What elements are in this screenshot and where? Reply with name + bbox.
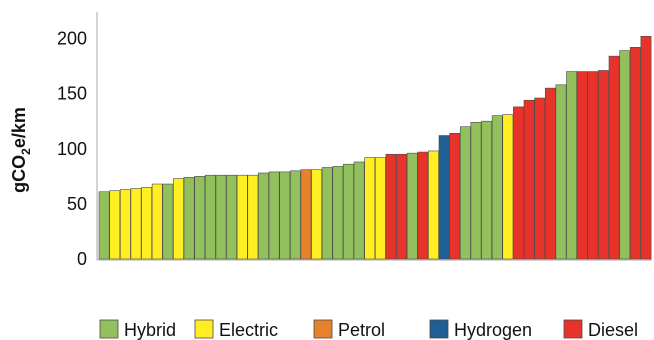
y-tick-label: 200 — [57, 29, 87, 49]
bar-hybrid — [321, 167, 333, 260]
bar-hybrid — [459, 126, 471, 260]
bar-electric — [151, 183, 163, 260]
bar-diesel — [587, 71, 599, 260]
y-axis-label-base: gCO — [9, 155, 29, 193]
bar-hybrid — [555, 84, 567, 260]
legend-label-hydrogen: Hydrogen — [454, 320, 532, 340]
bar-diesel — [629, 47, 641, 260]
legend-swatch-diesel — [563, 319, 583, 339]
bar-diesel — [417, 151, 429, 260]
bar-electric — [428, 150, 439, 260]
y-tick-label: 0 — [77, 249, 87, 269]
legend-swatch-electric — [194, 319, 214, 339]
bar-hybrid — [289, 170, 301, 260]
bar-hybrid — [98, 191, 110, 260]
bar-hybrid — [194, 176, 206, 260]
legend-label-hybrid: Hybrid — [124, 320, 176, 340]
bar-hybrid — [481, 120, 493, 260]
bar-diesel — [534, 97, 546, 260]
bar-hybrid — [279, 171, 291, 260]
bar-hybrid — [332, 166, 344, 260]
legend-label-electric: Electric — [219, 320, 278, 340]
bar-diesel — [598, 70, 609, 260]
y-tick-label: 100 — [57, 139, 87, 159]
y-axis-title: gCO2e/km — [9, 107, 33, 193]
legend: Hybrid Electric Petrol Hydrogen Diesel — [99, 319, 638, 340]
legend-swatch-petrol — [313, 319, 333, 339]
bar-hybrid — [353, 161, 365, 260]
bar-electric — [119, 189, 131, 260]
bar-electric — [130, 188, 142, 260]
y-axis-label-rest: e/km — [9, 107, 29, 148]
bar-hybrid — [343, 163, 354, 260]
bar-electric — [247, 174, 259, 260]
bar-diesel — [608, 55, 620, 260]
bar-diesel — [640, 35, 652, 260]
legend-label-diesel: Diesel — [588, 320, 638, 340]
bar-electric — [109, 190, 121, 260]
bar-electric — [502, 114, 514, 260]
y-tick-label: 150 — [57, 84, 87, 104]
y-axis-label: gCO2e/km — [9, 107, 33, 193]
bar-electric — [374, 157, 386, 260]
y-axis-label-subscript: 2 — [19, 148, 33, 155]
bar-hybrid — [226, 174, 238, 260]
bar-hybrid — [215, 174, 227, 260]
bar-series — [98, 35, 652, 260]
bar-diesel — [385, 153, 397, 260]
bar-diesel — [544, 87, 556, 260]
legend-swatch-hydrogen — [429, 319, 449, 339]
bar-hybrid — [619, 50, 631, 260]
bar-hybrid — [258, 172, 269, 260]
bar-petrol — [300, 169, 312, 260]
bar-diesel — [396, 153, 408, 260]
bar-diesel — [576, 71, 588, 260]
bar-hybrid — [406, 152, 418, 260]
bar-hybrid — [566, 71, 578, 260]
legend-label-petrol: Petrol — [338, 320, 385, 340]
bar-hybrid — [162, 183, 174, 260]
bar-diesel — [449, 133, 461, 260]
bar-electric — [173, 178, 184, 260]
bar-hybrid — [470, 121, 482, 260]
bar-diesel — [513, 106, 524, 260]
bar-electric — [236, 174, 248, 260]
bar-hybrid — [204, 174, 216, 260]
y-tick-label: 50 — [67, 194, 87, 214]
bar-electric — [311, 169, 323, 260]
bar-electric — [141, 187, 153, 260]
bar-hydrogen — [438, 135, 450, 260]
bar-electric — [364, 157, 376, 260]
legend-swatch-hybrid — [99, 319, 119, 339]
y-tick-labels: 0 50 100 150 200 — [57, 29, 87, 270]
bar-diesel — [523, 99, 535, 260]
bar-hybrid — [268, 171, 280, 260]
bar-hybrid — [183, 177, 195, 260]
bar-hybrid — [491, 115, 503, 260]
